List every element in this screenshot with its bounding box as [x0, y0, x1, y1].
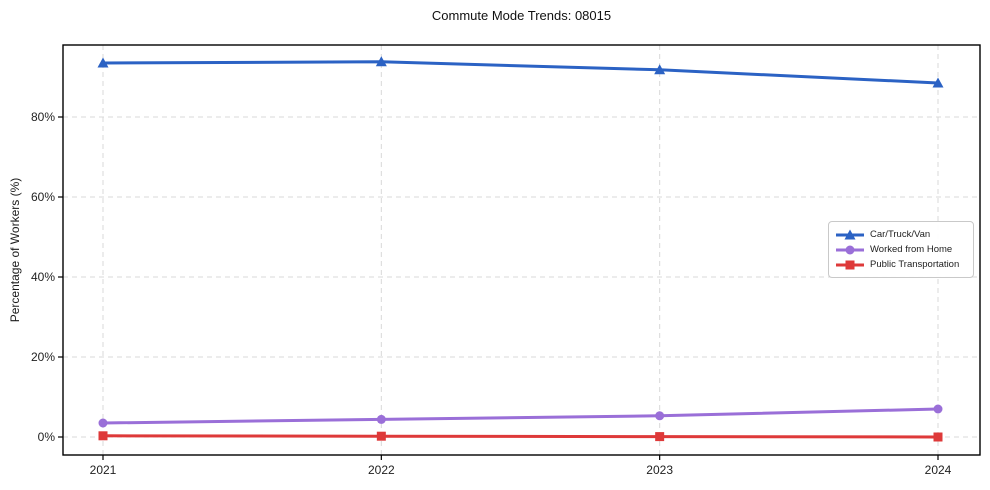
legend-line-marker-icon	[836, 229, 864, 239]
series-line-car-truck-van	[101, 60, 940, 85]
marker-triangle	[932, 77, 944, 88]
marker-circle	[933, 404, 943, 414]
marker-triangle	[97, 57, 109, 68]
marker-square	[655, 432, 665, 442]
marker-square	[98, 431, 108, 441]
y-tick-label: 20%	[30, 350, 55, 364]
y-tick-label: 0%	[37, 430, 55, 444]
marker-triangle	[375, 56, 387, 67]
plot-border	[62, 44, 981, 456]
marker-square	[933, 432, 943, 442]
legend-item-public-transportation: Public Transportation	[836, 259, 966, 271]
x-tick-label: 2024	[924, 463, 952, 477]
legend-label: Worked from Home	[870, 244, 953, 255]
series-line-public-transportation	[101, 434, 940, 439]
legend-line-marker-icon	[836, 245, 864, 254]
marker-circle	[655, 411, 665, 421]
x-tick-label: 2022	[367, 463, 395, 477]
marker-square	[376, 431, 386, 441]
legend-line-marker-icon	[836, 260, 864, 269]
y-tick-label: 80%	[30, 110, 55, 124]
marker-circle	[376, 414, 386, 424]
marker-triangle	[654, 64, 666, 75]
chart-title: Commute Mode Trends: 08015	[431, 8, 612, 23]
legend-label: Public Transportation	[870, 259, 960, 270]
x-tick-label: 2023	[646, 463, 673, 477]
marker-circle	[98, 418, 108, 428]
chart-legend: Car/Truck/Van Worked from Home Public Tr…	[828, 221, 974, 278]
legend-label: Car/Truck/Van	[870, 229, 931, 240]
x-tick-label: 2021	[89, 463, 117, 477]
y-tick-label: 40%	[30, 270, 55, 284]
series-line-worked-from-home	[101, 407, 940, 425]
legend-item-car-truck-van: Car/Truck/Van	[836, 229, 966, 241]
y-tick-label: 60%	[30, 190, 55, 204]
legend-item-worked-from-home: Worked from Home	[836, 244, 966, 256]
